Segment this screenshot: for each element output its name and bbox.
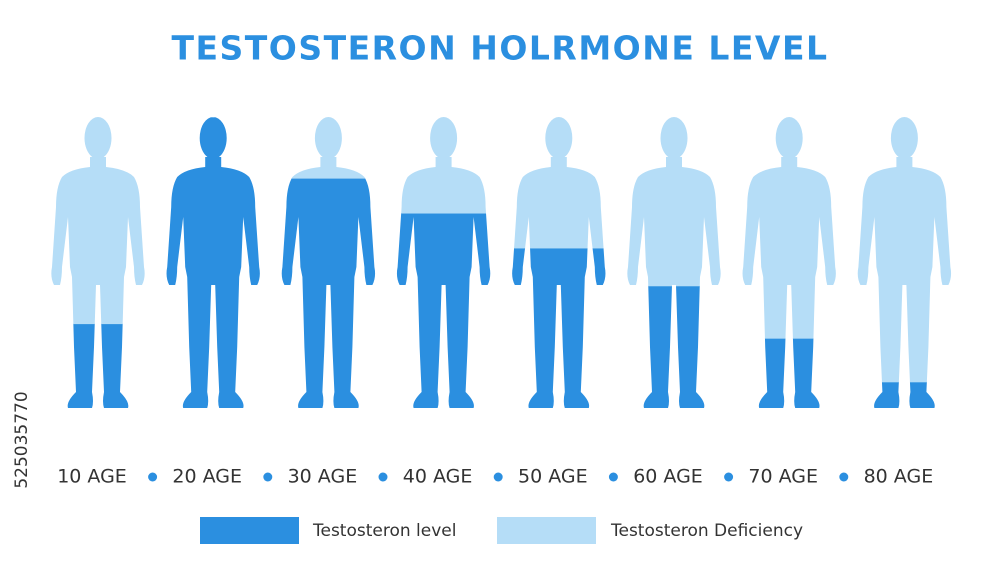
bar-segment	[396, 117, 491, 214]
separator-dot	[839, 472, 849, 482]
x-tick-label: 40 AGE	[403, 466, 473, 488]
figure	[627, 117, 721, 408]
x-tick-label: 80 AGE	[864, 466, 934, 488]
bar-segment	[281, 178, 376, 408]
bar-segment	[627, 285, 721, 408]
separator-dot	[724, 472, 734, 482]
figure	[857, 117, 952, 408]
legend-label: Testosteron level	[312, 521, 456, 541]
bar-segment	[51, 323, 145, 408]
bar-segment	[742, 338, 836, 408]
legend-swatch	[200, 517, 299, 544]
side-text: 525035770	[12, 391, 32, 488]
bar-segment	[742, 117, 836, 339]
figure	[512, 117, 606, 408]
separator-dot	[148, 472, 158, 482]
bar-segment	[512, 117, 606, 249]
bar-segment	[166, 117, 260, 118]
bar-segment	[396, 213, 491, 408]
x-tick-label: 10 AGE	[57, 466, 127, 488]
legend-swatch	[497, 517, 596, 544]
x-tick-label: 20 AGE	[172, 466, 242, 488]
x-tick-label: 70 AGE	[748, 466, 818, 488]
x-tick-label: 30 AGE	[288, 466, 358, 488]
separator-dot	[378, 472, 388, 482]
figure	[281, 117, 376, 408]
separator-dot	[608, 472, 618, 482]
bar-segment	[51, 117, 145, 325]
x-tick-label: 60 AGE	[633, 466, 703, 488]
bar-segment	[281, 117, 376, 179]
figure	[166, 117, 260, 408]
separator-dot	[493, 472, 503, 482]
legend-label: Testosteron Deficiency	[610, 521, 803, 541]
figure	[51, 117, 145, 408]
bar-segment	[512, 247, 606, 408]
chart-title: TESTOSTERON HOLRMONE LEVEL	[171, 29, 828, 68]
bar-segment	[857, 381, 952, 408]
figure	[742, 117, 836, 408]
separator-dot	[263, 472, 273, 482]
figure	[396, 117, 491, 408]
bar-segment	[627, 117, 721, 287]
x-tick-label: 50 AGE	[518, 466, 588, 488]
bar-segment	[166, 117, 260, 408]
bar-segment	[857, 117, 952, 383]
